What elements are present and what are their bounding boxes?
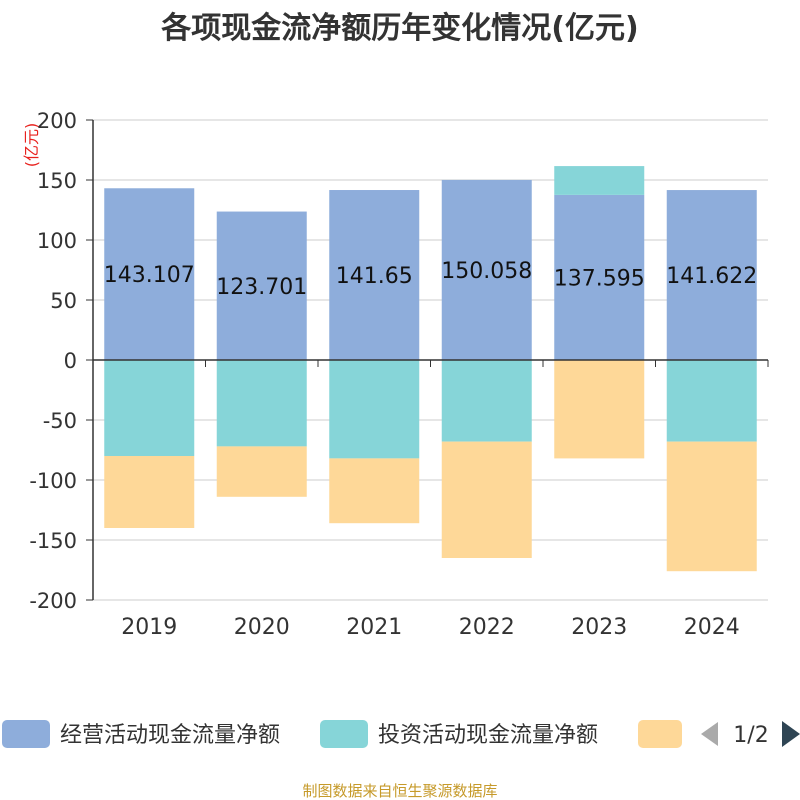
bar-series0-2020[interactable] (216, 211, 307, 360)
bar-series0-2024[interactable] (666, 190, 757, 360)
y-tick-label: 100 (37, 229, 77, 253)
legend-swatch-operating[interactable] (2, 720, 50, 748)
bars (104, 166, 757, 572)
bar-series2-2021[interactable] (329, 458, 420, 524)
y-tick-label: 150 (37, 169, 77, 193)
y-tick-label: -150 (29, 529, 77, 553)
x-tick-label: 2023 (571, 615, 627, 640)
bar-series2-2019[interactable] (104, 456, 195, 528)
legend-label-investing[interactable]: 投资活动现金流量净额 (378, 723, 598, 748)
y-tick-labels: 200 150 100 50 0 -50 -100 -150 -200 (29, 109, 77, 613)
data-labels: 143.107 123.701 141.65 150.058 137.595 141.62… (104, 259, 757, 300)
legend: 经营活动现金流量净额 投资活动现金流量净额 1/2 (2, 720, 800, 748)
chart-title: 各项现金流净额历年变化情况(亿元) (160, 11, 638, 46)
data-label-2019: 143.107 (104, 263, 195, 288)
x-tick-label: 2019 (121, 615, 177, 640)
x-tick-label: 2020 (234, 615, 290, 640)
x-tick-labels: 2019 2020 2021 2022 2023 2024 (121, 615, 740, 640)
y-axis-unit-label: (亿元) (22, 123, 41, 168)
x-tick-label: 2024 (684, 615, 740, 640)
legend-swatch-financing[interactable] (638, 720, 682, 748)
y-tick-label: -200 (29, 589, 77, 613)
bar-series0-2021[interactable] (329, 190, 420, 360)
legend-page-indicator: 1/2 (733, 723, 768, 748)
y-tick-label: -100 (29, 469, 77, 493)
legend-swatch-investing[interactable] (320, 720, 368, 748)
y-tick-label: 200 (37, 109, 77, 133)
bar-series0-2023[interactable] (554, 194, 645, 360)
bar-series1-2023[interactable] (554, 166, 645, 195)
bar-series1-2019[interactable] (104, 360, 195, 456)
legend-label-operating[interactable]: 经营活动现金流量净额 (60, 723, 280, 748)
bar-series1-2024[interactable] (666, 360, 757, 442)
axes (92, 120, 769, 600)
data-label-2024: 141.622 (666, 264, 757, 289)
bar-series1-2022[interactable] (441, 360, 532, 442)
bar-series0-2019[interactable] (104, 188, 195, 360)
x-tick-label: 2021 (346, 615, 402, 640)
bar-series2-2024[interactable] (666, 441, 757, 572)
y-tick-label: -50 (43, 409, 77, 433)
bar-series2-2020[interactable] (216, 446, 307, 497)
data-label-2021: 141.65 (336, 264, 413, 289)
data-label-2023: 137.595 (554, 266, 645, 291)
data-label-2022: 150.058 (441, 259, 532, 284)
y-tick-label: 50 (50, 289, 77, 313)
bar-series1-2020[interactable] (216, 360, 307, 447)
y-tick-label: 0 (64, 349, 77, 373)
bar-series2-2022[interactable] (441, 441, 532, 558)
legend-prev-page-icon[interactable] (701, 722, 718, 746)
source-note: 制图数据来自恒生聚源数据库 (302, 782, 497, 800)
bar-series2-2023[interactable] (554, 360, 645, 459)
bar-series1-2021[interactable] (329, 360, 420, 459)
x-tick-label: 2022 (459, 615, 515, 640)
bar-series0-2022[interactable] (441, 179, 532, 360)
data-label-2020: 123.701 (216, 275, 307, 300)
legend-next-page-icon[interactable] (782, 721, 800, 747)
